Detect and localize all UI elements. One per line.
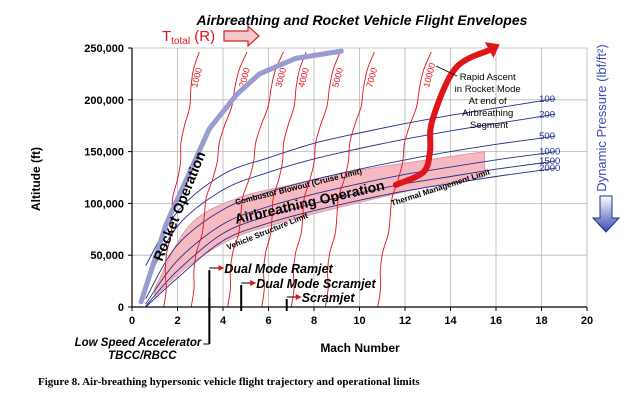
temperature-contour xyxy=(290,51,341,308)
dynamic-pressure-label: 200 xyxy=(539,109,555,120)
axes: 0 2 4 6 8 10 12 14 16 18 20050,000100,000150,00020… xyxy=(84,43,593,327)
temperature-contour xyxy=(377,51,432,308)
temperature-legend: Ttotal (R) xyxy=(162,24,260,48)
rapid-ascent-line xyxy=(392,47,493,188)
x-tick-label: 10 xyxy=(353,315,365,327)
temperature-contour-label: 5000 xyxy=(330,67,345,89)
rapid-ascent-pointer xyxy=(435,65,458,77)
mode-label: Scramjet xyxy=(302,291,356,305)
temperature-contour xyxy=(324,51,375,308)
temperature-contour-label: 7000 xyxy=(364,67,379,89)
dynamic-pressure-label: 1500 xyxy=(539,156,560,167)
dynamic-pressure-title: Dynamic Pressure (lbf/ft²) xyxy=(594,44,609,191)
temperature-contour-label: 1000 xyxy=(189,67,204,89)
x-tick-label: 18 xyxy=(535,315,547,327)
y-tick-label: 250,000 xyxy=(84,43,124,55)
temperature-contour xyxy=(261,51,307,308)
dynamic-pressure-label: 500 xyxy=(539,131,555,142)
temperature-contour-label: 10000 xyxy=(421,62,437,89)
dynamic-pressure-label: 100 xyxy=(539,94,555,105)
rocket-trajectory-line xyxy=(138,48,344,305)
y-axis-title: Altitude (ft) xyxy=(29,147,43,211)
x-tick-label: 4 xyxy=(220,315,227,327)
dynamic-pressure-arrow-icon xyxy=(591,195,621,233)
dynamic-pressure-line xyxy=(145,135,556,299)
x-tick-label: 6 xyxy=(265,315,271,327)
y-tick-label: 100,000 xyxy=(84,198,124,210)
dynamic-pressure-line xyxy=(145,98,556,266)
x-tick-label: 12 xyxy=(399,315,411,327)
rapid-ascent-label: Rapid Ascent in Rocket Mode At end of Ai… xyxy=(455,72,524,131)
x-tick-label: 14 xyxy=(444,315,457,327)
temperature-contour xyxy=(163,51,200,308)
y-tick-label: 150,000 xyxy=(84,147,124,159)
airbreathing-corridor-band xyxy=(154,151,486,298)
airbreathing-corridor xyxy=(154,151,486,298)
flight-envelope-chart: Airbreathing and Rocket Vehicle Flight E… xyxy=(29,12,621,362)
rapid-ascent-trajectory xyxy=(392,42,500,188)
dynamic-pressure-label: 2000 xyxy=(539,163,560,174)
temperature-contour xyxy=(190,51,248,308)
x-tick-label: 20 xyxy=(581,315,593,327)
x-axis-title: Mach Number xyxy=(320,341,400,355)
dynamic-pressure-line xyxy=(145,167,556,308)
dynamic-pressure-legend: Dynamic Pressure (lbf/ft²) xyxy=(591,44,621,233)
rocket-trajectory xyxy=(138,48,344,305)
figure-caption: Figure 8. Air-breathing hypersonic vehic… xyxy=(38,376,420,388)
x-tick-label: 2 xyxy=(174,315,180,327)
x-tick-label: 16 xyxy=(490,315,502,327)
y-tick-label: 200,000 xyxy=(84,95,124,107)
low-speed-accelerator-label: Low Speed Accelerator xyxy=(75,337,202,349)
temperature-contours: 1000 2000 3000 4000 5000 7000 10000 xyxy=(163,51,437,308)
dynamic-pressure-line xyxy=(145,113,556,285)
temperature-contour-label: 4000 xyxy=(296,67,311,89)
mode-label: Dual Mode Ramjet xyxy=(224,262,333,276)
y-tick-label: 0 xyxy=(118,302,124,314)
y-tick-label: 50,000 xyxy=(90,250,124,262)
dynamic-pressure-line xyxy=(145,151,556,305)
temperature-arrow-icon xyxy=(223,24,260,48)
x-tick-label: 0 xyxy=(129,315,135,327)
mode-label: Dual Mode Scramjet xyxy=(256,277,376,291)
dynamic-pressure-line xyxy=(145,160,556,307)
tbcc-rbcc-label: TBCC/RBCC xyxy=(108,350,177,362)
temperature-contour xyxy=(227,51,284,308)
x-tick-label: 8 xyxy=(311,315,317,327)
rapid-ascent-arrowhead xyxy=(484,42,500,58)
chart-title: Airbreathing and Rocket Vehicle Flight E… xyxy=(196,12,528,28)
dynamic-pressure-label: 1000 xyxy=(539,147,560,158)
temperature-legend-label: Ttotal (R) xyxy=(162,28,215,47)
